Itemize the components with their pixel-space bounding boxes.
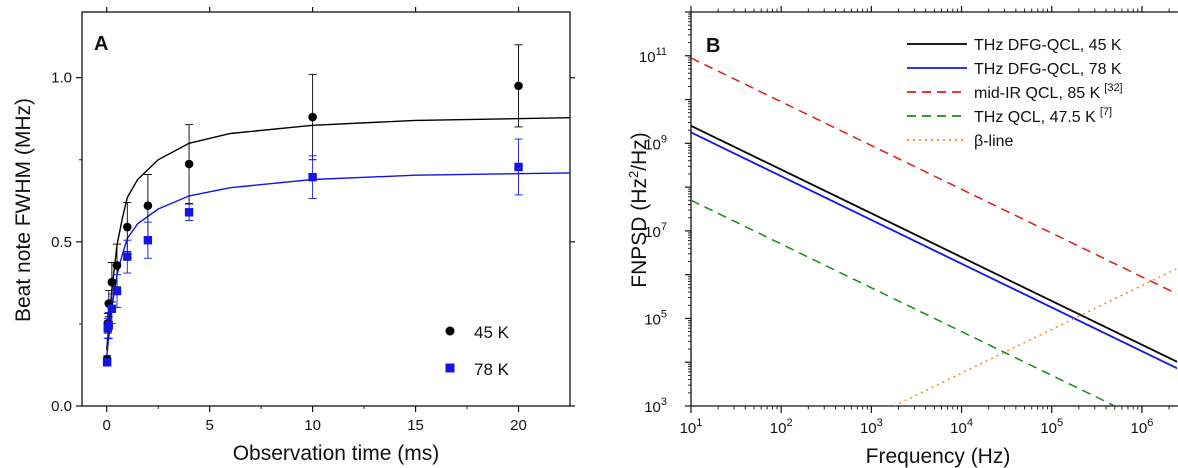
data-point-45k <box>112 261 122 270</box>
data-point-45k <box>122 222 132 232</box>
data-point-78k <box>308 172 317 182</box>
panel-a-x-tick-label: 5 <box>205 417 213 434</box>
panel-b-legend: THz DFG-QCL, 45 K THz DFG-QCL, 78 K mid-IR… <box>907 37 1123 150</box>
panel-a-plot-frame <box>81 11 571 407</box>
panel-b-x-tick-exponent: 4 <box>967 417 973 429</box>
data-point-78k <box>123 252 132 261</box>
panel-b-y-tick-exponent: 11 <box>656 46 667 58</box>
data-point-78k <box>184 208 194 217</box>
panel-b-y-axis-title: FNPSD (Hz2/Hz) <box>626 132 651 287</box>
legend-label-5: β-line <box>974 133 1014 150</box>
panel-a-fit-curves <box>106 117 571 357</box>
data-point-78k <box>104 321 113 330</box>
legend-label-2: THz DFG-QCL, 78 K <box>974 61 1122 78</box>
legend-marker-45k <box>445 326 455 336</box>
panel-b-y-title-sup: 2 <box>626 171 641 178</box>
legend-label-45k: 45 K <box>474 323 510 342</box>
panel-a-y-tick-label: 0.0 <box>51 398 72 415</box>
data-point-78k <box>143 235 153 245</box>
panel-b-x-tick-exponent: 1 <box>696 417 702 429</box>
legend-label-1: THz DFG-QCL, 45 K <box>974 37 1122 54</box>
legend-marker-78k <box>445 363 455 373</box>
data-point-78k <box>107 304 117 314</box>
fit-curve-45k <box>106 117 571 351</box>
panel-a-ticks: 0 5 10 15 20 0.0 0.5 1.0 <box>51 7 575 434</box>
series-line-1 <box>691 125 1177 363</box>
series-line-3 <box>691 57 1177 295</box>
panel-b-x-tick-exponent: 2 <box>786 417 792 429</box>
panel-b-x-tick-label: 102 <box>770 417 793 437</box>
panel-b-y-title-main: FNPSD (Hz <box>628 178 651 288</box>
panel-b-y-title-tail: /Hz) <box>628 132 651 171</box>
legend-label-4: THz QCL, 47.5 K [7] <box>974 106 1112 126</box>
panel-a-data-points <box>102 44 523 367</box>
panel-b-y-tick-exponent: 9 <box>661 133 667 145</box>
data-point-78k <box>514 162 523 172</box>
series-line-4 <box>691 199 1116 406</box>
panel-b-x-tick-label: 104 <box>950 417 973 437</box>
panel-b-x-tick-label: 105 <box>1040 417 1063 437</box>
panel-a-y-tick-label: 0.5 <box>51 234 72 251</box>
panel-a-x-tick-label: 20 <box>510 417 527 434</box>
panel-b-x-tick-label: 101 <box>680 417 703 437</box>
series-line-5 <box>893 267 1177 406</box>
panel-b-x-tick-exponent: 5 <box>1057 417 1063 429</box>
panel-a-legend: 45 K 78 K <box>445 323 510 379</box>
panel-b-y-tick-label: 1011 <box>639 46 667 66</box>
data-point-45k <box>184 159 194 169</box>
data-point-78k <box>102 358 112 367</box>
panel-a-y-axis-title: Beat note FWHM (MHz) <box>12 98 35 322</box>
panel-b-series-lines <box>691 57 1177 406</box>
panel-a-x-tick-label: 10 <box>304 417 321 434</box>
panel-b-x-axis-title: Frequency (Hz) <box>866 445 1011 468</box>
legend-label-3: mid-IR QCL, 85 K [32] <box>974 82 1123 102</box>
data-point-45k <box>143 201 153 211</box>
data-point-45k <box>514 81 523 91</box>
panel-b-y-tick-label: 105 <box>644 308 667 328</box>
panel-b-x-tick-exponent: 3 <box>877 417 883 429</box>
panel-b-x-tick-exponent: 6 <box>1147 417 1153 429</box>
data-point-45k <box>107 277 117 287</box>
panel-a-chart: 0 5 10 15 20 0.0 0.5 1.0 A Observation time (ms… <box>12 7 575 465</box>
panel-b-y-tick-exponent: 5 <box>661 308 667 320</box>
legend-label-78k: 78 K <box>474 360 510 379</box>
panel-b-x-tick-label: 106 <box>1131 417 1154 437</box>
series-line-2 <box>691 131 1177 370</box>
panel-b-y-tick-exponent: 3 <box>661 396 667 408</box>
panel-b-y-tick-label: 103 <box>644 396 667 416</box>
panel-a-y-tick-label: 1.0 <box>51 70 72 87</box>
panel-b-letter: B <box>706 35 720 57</box>
data-point-45k <box>308 112 317 122</box>
panel-b-x-tick-label: 103 <box>860 417 883 437</box>
panel-a-x-axis-title: Observation time (ms) <box>233 442 440 465</box>
legend-ref-3: [32] <box>1104 82 1122 94</box>
data-point-78k <box>112 286 122 296</box>
legend-ref-4: [7] <box>1100 106 1112 118</box>
panel-a-x-tick-label: 0 <box>103 417 111 434</box>
panel-a-x-tick-label: 15 <box>407 417 424 434</box>
panel-a-letter: A <box>94 33 108 55</box>
panel-b-y-tick-exponent: 7 <box>661 221 667 233</box>
